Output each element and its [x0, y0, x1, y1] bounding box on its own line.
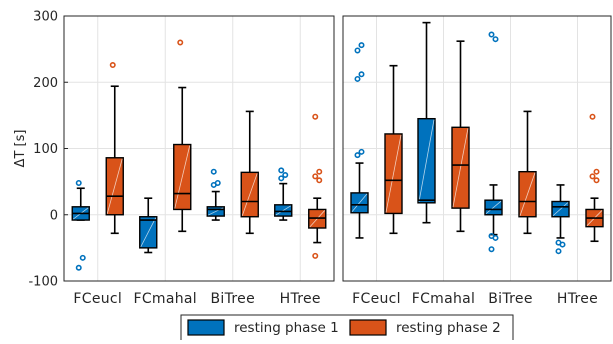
left-panel: -100 0 100 200 300 FCeucl FCmahal BiTree HTree ΔT… [13, 10, 335, 307]
outlier-point [75, 179, 82, 186]
box-HTree-series-1 [551, 184, 570, 255]
outlier-point [312, 173, 319, 180]
outlier-point [278, 175, 285, 182]
outlier-point [488, 246, 495, 253]
box-BiTree-series-1 [484, 31, 503, 253]
outlier-point [79, 254, 86, 261]
box-diagonal [485, 200, 502, 215]
outlier-point [593, 168, 600, 175]
box-diagonal [140, 217, 157, 248]
box-FCeucl-series-1 [350, 42, 369, 239]
outlier-point [492, 36, 499, 43]
box-BiTree-series-2 [240, 110, 259, 235]
outlier-point [354, 75, 361, 82]
box-BiTree-series-1 [206, 168, 225, 221]
outlier-point [593, 177, 600, 184]
outlier-point [312, 252, 319, 259]
y-tick-label: 200 [33, 76, 58, 91]
box-diagonal [174, 145, 191, 209]
box-diagonal [519, 172, 536, 216]
box-FCmahal-series-2 [173, 39, 192, 233]
box-diagonal [351, 193, 368, 213]
x-category-label: HTree [557, 291, 598, 307]
box-FCmahal-series-2 [451, 40, 470, 233]
outlier-point [559, 241, 566, 248]
y-tick-label: 100 [33, 142, 58, 157]
x-category-label: FCeucl [73, 291, 122, 307]
legend-swatch-phase-1 [187, 319, 225, 336]
box-diagonal [241, 173, 258, 216]
outlier-point [358, 42, 365, 49]
box-FCeucl-series-2 [105, 62, 124, 235]
x-category-label: FCmahal [134, 291, 198, 307]
outlier-point [488, 31, 495, 38]
right-panel: FCeucl FCmahal BiTree HTree [342, 15, 612, 307]
box-HTree-series-1 [274, 167, 293, 221]
box-diagonal [552, 202, 569, 217]
outlier-point [312, 113, 319, 120]
box-HTree-series-2 [585, 113, 604, 243]
outlier-point [177, 39, 184, 46]
x-category-label: FCeucl [352, 291, 401, 307]
outlier-point [210, 168, 217, 175]
legend-frame [180, 314, 514, 342]
x-category-label: HTree [280, 291, 321, 307]
box-HTree-series-2 [308, 113, 327, 259]
outlier-point [354, 152, 361, 159]
outlier-point [555, 248, 562, 255]
x-category-label: BiTree [211, 291, 255, 307]
box-diagonal [275, 205, 291, 216]
outlier-point [316, 168, 323, 175]
y-tick-label: 300 [33, 10, 58, 25]
outlier-point [358, 71, 365, 78]
box-FCmahal-series-1 [139, 197, 158, 254]
outlier-point [214, 179, 221, 186]
axes-frame [342, 15, 612, 282]
y-tick-label: -100 [28, 275, 58, 290]
outlier-point [589, 113, 596, 120]
box-diagonal [106, 158, 123, 214]
outlier-point [354, 47, 361, 54]
outlier-point [75, 264, 82, 271]
box-FCeucl-series-1 [71, 179, 90, 271]
y-tick-label: 0 [50, 208, 58, 223]
box-FCmahal-series-1 [417, 21, 436, 224]
outlier-point [316, 177, 323, 184]
outlier-point [278, 167, 285, 174]
outlier-point [358, 148, 365, 155]
outlier-point [109, 62, 116, 69]
y-axis-label: ΔT [s] [13, 130, 28, 168]
outlier-point [492, 234, 499, 241]
legend: resting phase 1 resting phase 2 [180, 314, 514, 342]
x-category-label: BiTree [488, 291, 532, 307]
x-category-label: FCmahal [412, 291, 476, 307]
outlier-point [589, 173, 596, 180]
legend-label-phase-1: resting phase 1 [234, 320, 339, 336]
legend-swatch-phase-2 [349, 319, 387, 336]
box-FCeucl-series-2 [384, 64, 403, 235]
box-BiTree-series-2 [518, 110, 537, 235]
outlier-point [282, 172, 289, 179]
legend-label-phase-2: resting phase 2 [396, 320, 501, 336]
box-diagonal [385, 134, 402, 213]
box-diagonal [418, 119, 435, 202]
box-diagonal [452, 128, 469, 208]
